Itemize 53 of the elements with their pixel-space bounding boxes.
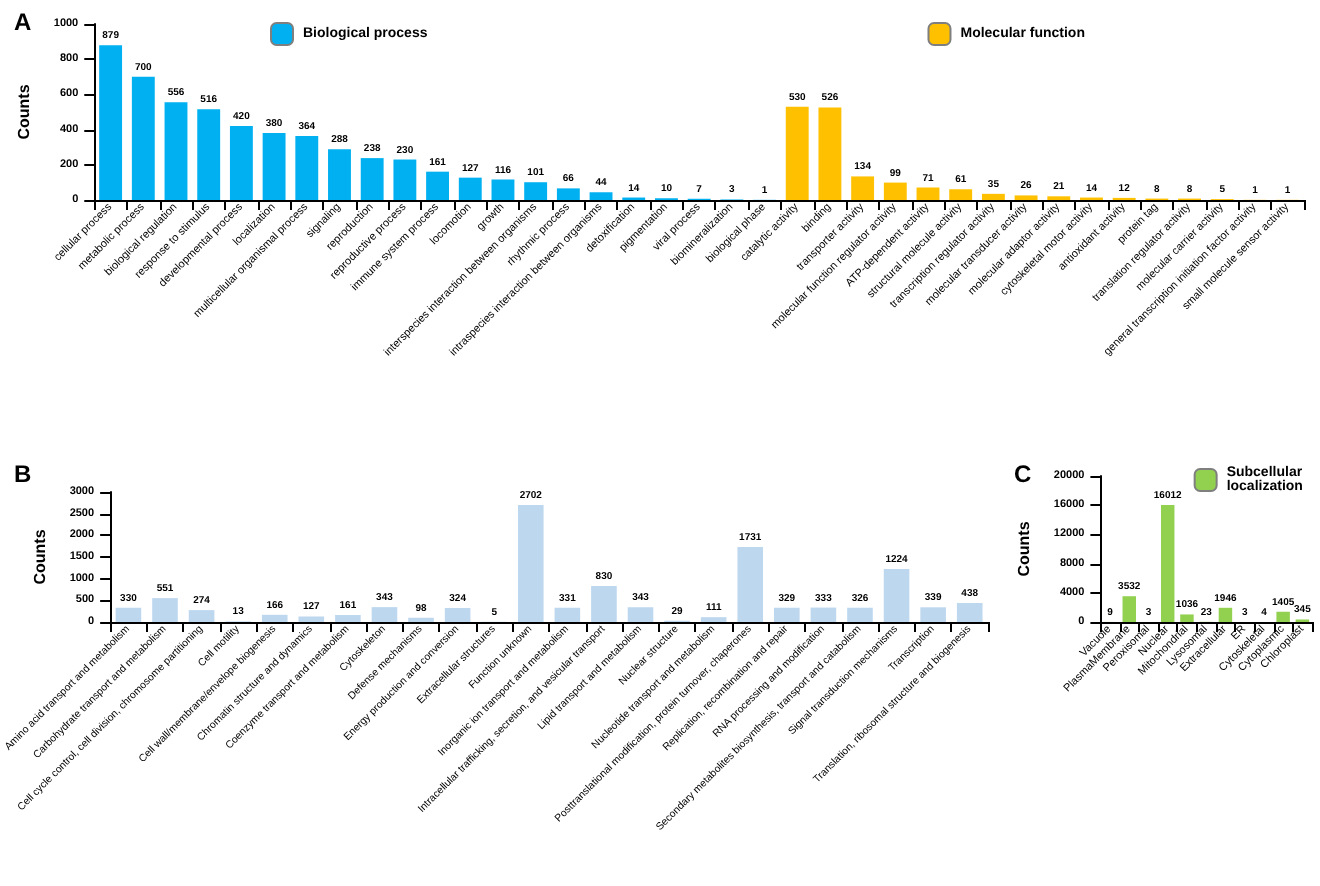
y-axis-title: Counts [15, 83, 33, 140]
bar [774, 607, 800, 622]
bar [785, 106, 809, 200]
bar [1122, 596, 1136, 622]
bar [981, 193, 1005, 200]
bar [1276, 611, 1290, 622]
bar [591, 586, 617, 622]
bar [229, 126, 253, 200]
y-axis-title: Counts [30, 528, 49, 585]
bar [261, 614, 288, 622]
bar [517, 504, 544, 622]
bar [458, 177, 482, 200]
bar [524, 182, 548, 200]
bar [152, 598, 178, 622]
bar [188, 610, 215, 622]
bar [818, 107, 842, 200]
bar [851, 176, 875, 200]
bar [393, 159, 417, 200]
bar [737, 546, 764, 622]
bar [164, 102, 188, 200]
bar [360, 158, 384, 200]
bar [298, 616, 325, 622]
bar [554, 607, 581, 622]
bar [556, 188, 580, 200]
bar [956, 603, 983, 622]
bar [949, 189, 973, 200]
bar [491, 179, 515, 200]
bar [1180, 614, 1194, 622]
bar [99, 45, 123, 200]
chart-title: C [1014, 460, 1032, 488]
bar [883, 182, 907, 200]
bar [444, 607, 471, 622]
chart-title: B [14, 460, 32, 488]
bar [197, 109, 221, 200]
bar [295, 135, 319, 200]
bar [335, 615, 361, 622]
bar [589, 192, 613, 200]
y-axis-title: Counts [1015, 520, 1033, 577]
bar [883, 568, 910, 622]
bar [916, 187, 940, 200]
bar [262, 133, 286, 200]
bar [426, 171, 450, 200]
bar [1160, 505, 1175, 622]
bar [847, 607, 873, 622]
bar [115, 607, 142, 622]
bar [371, 607, 398, 622]
bar [131, 76, 155, 200]
bar [810, 607, 837, 622]
bar [1218, 607, 1233, 622]
bar [328, 149, 351, 200]
chart-title: A [14, 8, 32, 36]
bar [627, 607, 654, 622]
bar [920, 607, 946, 622]
